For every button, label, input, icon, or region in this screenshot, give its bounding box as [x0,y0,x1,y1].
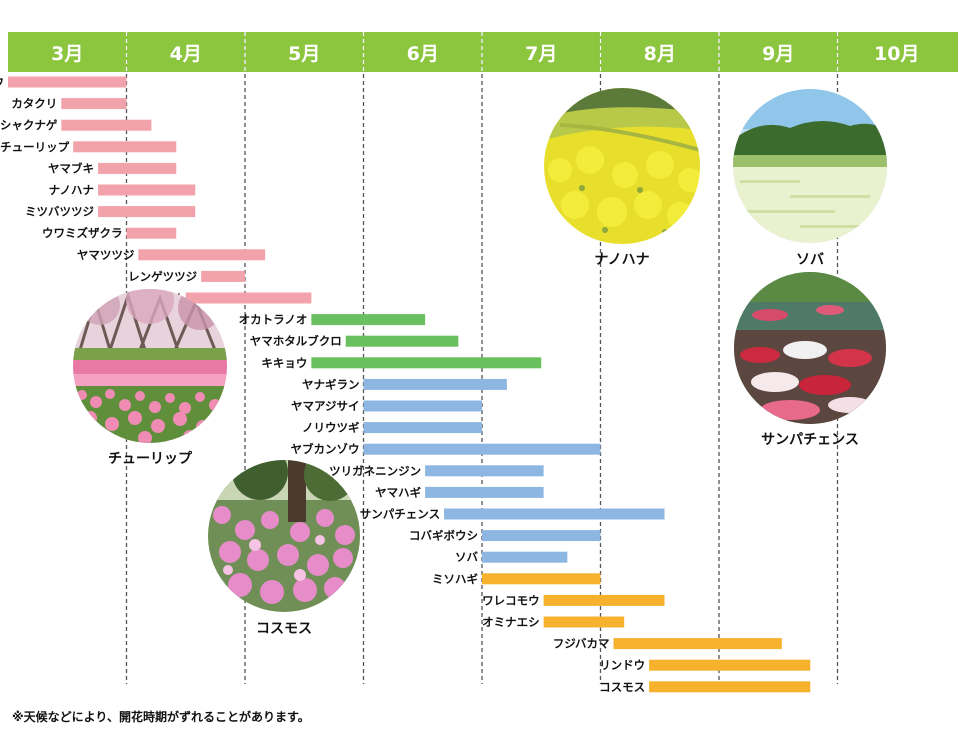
month-label: 6月 [407,43,439,65]
bloom-bar [425,465,544,477]
bloom-bar [98,184,196,196]
flower-label: ミツバツツジ [25,205,94,219]
bloom-bar [98,162,177,174]
month-label: 4月 [170,43,202,65]
sunpatiens-photo-label: サンパチェンス [761,432,859,448]
bloom-bar [185,292,312,304]
bloom-bar [613,638,782,650]
flower-label: ミソハギ [432,572,478,586]
tulip-photo [73,289,227,443]
flower-label: ヤナギラン [302,377,360,391]
bloom-bars: レンギョウカタクリシャクナゲチューリップヤマブキナノハナミツバツツジウワミズザク… [0,75,811,694]
bloom-bar [201,270,245,282]
bloom-bar [482,551,568,563]
bloom-bar [98,206,196,218]
flower-label: シャクナゲ [0,118,58,132]
bloom-bar [363,400,482,412]
flower-label: ノリウツギ [302,421,360,435]
bloom-bar [311,357,542,369]
month-label: 5月 [288,43,320,65]
flower-label: カタクリ [11,97,57,111]
buckwheat-photo [733,89,887,243]
flower-label: ウワミズザクラ [42,226,123,240]
month-label: 3月 [51,43,83,65]
bloom-bar [482,573,601,585]
flower-label: ヤブカンゾウ [291,442,360,456]
tulip-photo-label: チューリップ [108,451,193,467]
flower-label: リンドウ [599,658,645,672]
bloom-bar [543,616,625,628]
bloom-bar [345,335,459,347]
bloom-bar [363,443,601,455]
bloom-bar [482,530,601,542]
month-labels: 3月 4月 5月 6月 7月 8月 9月 10月 [51,43,919,65]
bloom-bar [543,594,665,606]
flower-label: ソバ [455,550,478,564]
bloom-bar [311,314,426,326]
flower-label: ツリガネニンジン [329,464,421,478]
bloom-bar [73,141,177,153]
rapeseed-photo-label: ナノハナ [594,252,649,268]
flower-label: オミナエシ [482,615,540,629]
flower-label: キキョウ [261,356,307,370]
month-label: 8月 [644,43,676,65]
flower-label: レンギョウ [0,75,4,89]
flower-label: レンゲツツジ [128,269,197,283]
bloom-bar [61,119,152,131]
flower-label: チューリップ [0,140,69,154]
bloom-bar [363,378,507,390]
flower-label: ヤマブキ [48,161,94,175]
cosmos-photo-label: コスモス [256,621,312,637]
footnote: ※天候などにより、開花時期がずれることがあります。 [12,710,310,724]
bloom-bar [8,76,127,88]
flower-label: ナノハナ [49,183,94,197]
flower-label: ヤマアジサイ [291,399,360,413]
month-header-bar [8,32,958,72]
sunpatiens-photo [734,272,886,424]
bloom-bar [126,227,177,239]
month-label: 7月 [525,43,557,65]
flower-label: オカトラノオ [239,313,308,327]
bloom-bar [61,98,127,110]
flower-label: ヤマツツジ [77,248,135,262]
bloom-bar [363,422,482,434]
bloom-bar [444,508,665,520]
bloom-bar [425,486,544,498]
flower-label: コスモス [599,680,645,694]
flower-label: フジバカマ [553,637,610,651]
month-label: 10月 [874,43,919,65]
bloom-bar [138,249,266,261]
bloom-bar [649,659,811,671]
flower-label: ヤマハギ [375,485,421,499]
flower-label: ヤマホタルブクロ [250,334,342,348]
bloom-bar [649,681,811,693]
flower-label: サンパチェンス [360,507,440,521]
buckwheat-photo-label: ソバ [796,252,824,268]
flower-label: ワレコモウ [482,593,540,607]
rapeseed-photo [544,88,700,244]
flower-label: コバギボウシ [409,529,478,543]
month-label: 9月 [762,43,794,65]
